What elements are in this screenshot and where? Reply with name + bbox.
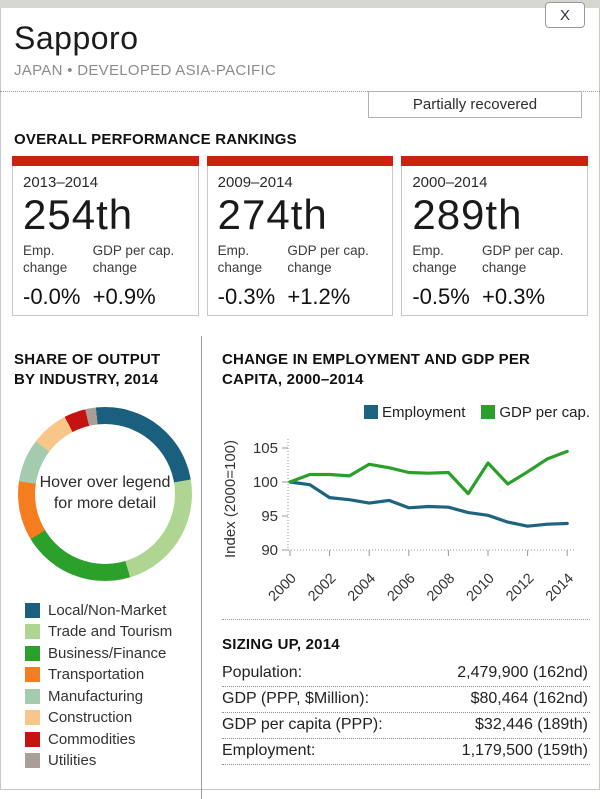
legend-color-chip	[25, 731, 40, 747]
header-divider: Partially recovered	[0, 91, 600, 121]
status-badge[interactable]: Partially recovered	[368, 91, 582, 118]
legend-color-chip	[25, 624, 40, 640]
trend-chart-legend: Employment GDP per cap.	[222, 404, 590, 421]
legend-item-commodities[interactable]: Commodities	[25, 729, 201, 751]
emp-change-label: Emp. change	[412, 243, 457, 275]
card-period: 2009–2014	[217, 174, 293, 191]
legend-color-chip	[25, 753, 40, 769]
legend-item-manufacturing[interactable]: Manufacturing	[25, 686, 201, 708]
svg-text:2012: 2012	[503, 570, 537, 604]
legend-entry-employment[interactable]: Employment	[364, 404, 465, 421]
section-divider	[222, 618, 590, 620]
table-row-gdp-per-capita: GDP per capita (PPP): $32,446 (189th)	[222, 713, 590, 739]
card-period: 2000–2014	[412, 174, 488, 191]
legend-color-chip	[481, 405, 496, 419]
window-top-strip	[0, 0, 600, 8]
legend-item-trade-and-tourism[interactable]: Trade and Tourism	[25, 621, 201, 643]
svg-text:Index (2000=100): Index (2000=100)	[222, 439, 239, 557]
rankings-cards: 2013–2014 254th Emp. change -0.0% GDP pe…	[12, 156, 589, 316]
card-accent-bar	[206, 156, 394, 166]
table-row-employment: Employment: 1,179,500 (159th)	[222, 739, 590, 765]
emp-change-value: -0.0%	[23, 283, 81, 309]
rankings-heading: OVERALL PERFORMANCE RANKINGS	[14, 131, 297, 148]
svg-text:2008: 2008	[424, 570, 458, 604]
page-title: Sapporo	[14, 20, 139, 56]
emp-change-label: Emp. change	[217, 243, 262, 275]
legend-color-chip	[25, 667, 40, 683]
page-header: Sapporo JAPAN • DEVELOPED ASIA-PACIFIC	[0, 8, 600, 79]
legend-color-chip	[364, 405, 379, 419]
svg-text:2014: 2014	[543, 570, 577, 604]
gdp-change-label: GDP per cap. change	[287, 243, 369, 275]
ranking-card-2000-2014: 2000–2014 289th Emp. change -0.5% GDP pe…	[401, 156, 589, 316]
card-rank: 254th	[23, 191, 134, 238]
legend-item-transportation[interactable]: Transportation	[25, 664, 201, 686]
emp-change-value: -0.3%	[217, 283, 276, 309]
legend-color-chip	[25, 602, 40, 618]
trend-panel: CHANGE IN EMPLOYMENT AND GDP PER CAPITA,…	[202, 336, 600, 799]
gdp-change-value: +1.2%	[287, 283, 351, 309]
emp-change-value: -0.5%	[412, 283, 470, 309]
page-subtitle: JAPAN • DEVELOPED ASIA-PACIFIC	[14, 62, 277, 79]
legend-color-chip	[25, 710, 40, 726]
legend-color-chip	[25, 645, 40, 661]
gdp-change-value: +0.3%	[482, 283, 546, 309]
sizing-heading: SIZING UP, 2014	[222, 635, 340, 653]
close-button[interactable]: X	[545, 2, 585, 28]
card-accent-bar	[12, 156, 199, 166]
svg-text:2004: 2004	[345, 570, 379, 604]
legend-item-construction[interactable]: Construction	[25, 707, 201, 729]
svg-text:90: 90	[261, 542, 278, 559]
table-row-population: Population: 2,479,900 (162nd)	[222, 661, 590, 687]
legend-item-utilities[interactable]: Utilities	[25, 750, 201, 772]
card-accent-bar	[401, 156, 589, 166]
donut-hole: Hover over legend for more detail	[35, 423, 175, 564]
svg-text:2000: 2000	[266, 570, 300, 604]
card-rank: 289th	[412, 191, 523, 238]
legend-item-business-finance[interactable]: Business/Finance	[25, 643, 201, 665]
gdp-change-label: GDP per cap. change	[482, 243, 564, 275]
ranking-card-2009-2014: 2009–2014 274th Emp. change -0.3% GDP pe…	[206, 156, 394, 316]
sizing-table: Population: 2,479,900 (162nd) GDP (PPP, …	[222, 661, 590, 765]
industry-panel: SHARE OF OUTPUT BY INDUSTRY, 2014 Hover …	[0, 336, 202, 799]
svg-text:2006: 2006	[384, 570, 418, 604]
gdp-change-label: GDP per cap. change	[92, 243, 175, 275]
gdp-change-value: +0.9%	[92, 283, 156, 309]
trend-heading: CHANGE IN EMPLOYMENT AND GDP PER CAPITA,…	[222, 351, 531, 389]
svg-text:95: 95	[261, 508, 278, 525]
svg-text:2010: 2010	[464, 570, 498, 604]
table-row-gdp: GDP (PPP, $Million): $80,464 (162nd)	[222, 687, 590, 713]
close-icon: X	[559, 6, 570, 24]
emp-change-label: Emp. change	[23, 243, 68, 275]
donut-center-text: Hover over legend for more detail	[39, 473, 171, 512]
svg-text:100: 100	[253, 474, 278, 491]
legend-item-local-non-market[interactable]: Local/Non-Market	[25, 600, 201, 622]
card-rank: 274th	[217, 191, 328, 238]
legend-color-chip	[25, 688, 40, 704]
card-period: 2013–2014	[23, 174, 99, 191]
svg-text:2002: 2002	[305, 570, 339, 604]
ranking-card-2013-2014: 2013–2014 254th Emp. change -0.0% GDP pe…	[12, 156, 199, 316]
legend-entry-gdp-per-cap[interactable]: GDP per cap.	[481, 404, 590, 421]
industry-heading: SHARE OF OUTPUT BY INDUSTRY, 2014	[14, 351, 161, 389]
svg-text:105: 105	[253, 440, 278, 457]
industry-legend: Local/Non-Market Trade and Tourism Busin…	[25, 600, 201, 772]
